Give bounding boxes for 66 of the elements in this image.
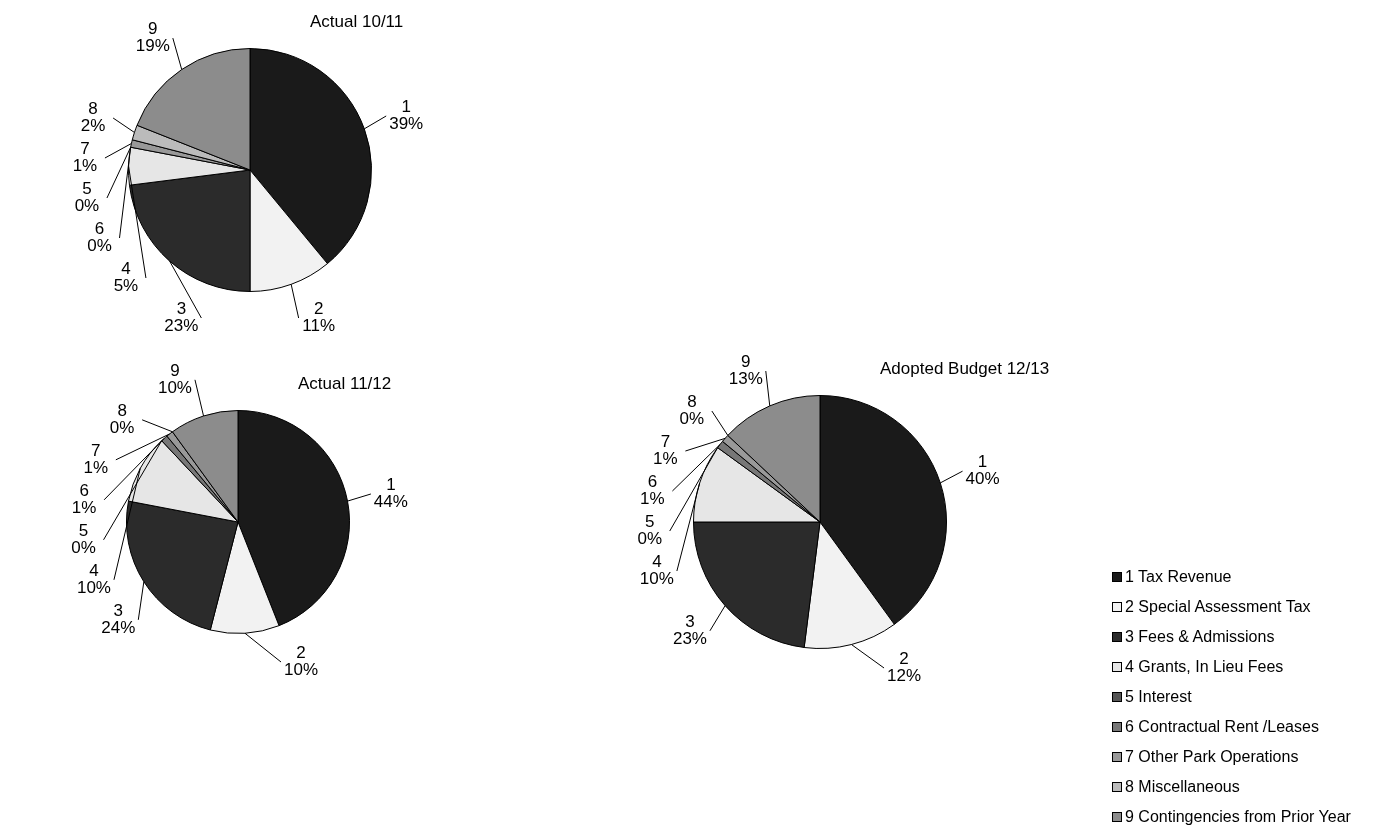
text: 0%: [71, 538, 96, 557]
data-label: 40%: [965, 469, 1000, 489]
slice-label: 1: [977, 452, 988, 472]
slice-label: 6: [79, 481, 89, 500]
text: 1 Tax Revenue: [1125, 568, 1232, 586]
slice-label: 6: [647, 472, 658, 492]
data-label: 1%: [83, 458, 109, 477]
slice-label: 4: [121, 259, 131, 279]
data-label: 1%: [653, 449, 678, 469]
chart-title: Adopted Budget 12/13: [880, 359, 1050, 379]
data-label: 12%: [887, 666, 922, 686]
data-label: 39%: [389, 114, 424, 134]
text: 6 Contractual Rent /Leases: [1125, 718, 1319, 736]
data-label: 10%: [76, 578, 111, 597]
slice-label: 4: [89, 561, 99, 580]
slice-label: 7: [91, 441, 101, 460]
data-label: 13%: [728, 369, 763, 389]
slice-label: 2: [313, 299, 324, 319]
slice-label: 4: [652, 552, 662, 572]
slice-label: 8: [88, 99, 98, 119]
data-label: 5%: [113, 276, 139, 296]
slice-label: 9: [741, 352, 751, 372]
data-label: 1%: [640, 489, 665, 509]
slice-label: 9: [170, 361, 180, 380]
data-label: 44%: [373, 492, 408, 512]
data-label: 10%: [157, 378, 192, 397]
slice-label: 3: [176, 299, 187, 319]
text: 7 Other Park Operations: [1125, 748, 1299, 766]
data-label: 23%: [164, 316, 199, 336]
category-label: 6: [94, 219, 105, 239]
data-label: 24%: [101, 618, 136, 637]
category-label: 5: [78, 521, 89, 540]
slice-label: 7: [660, 432, 671, 452]
text: Actual 11/12: [298, 374, 392, 394]
data-label: 10%: [639, 569, 674, 589]
category-label: 8: [687, 392, 697, 412]
category-label: 5: [645, 512, 655, 532]
text: 0%: [74, 196, 100, 216]
slice-label: 1: [401, 97, 411, 117]
slice-label: 1: [386, 475, 396, 495]
text: 8 Miscellaneous: [1125, 778, 1240, 796]
text: 0%: [637, 529, 663, 549]
text: 2 Special Assessment Tax: [1125, 598, 1311, 616]
text: 0%: [679, 409, 705, 429]
text: 4 Grants, In Lieu Fees: [1125, 658, 1284, 676]
text: 5 Interest: [1125, 688, 1192, 706]
slice-label: 3: [113, 601, 124, 620]
text: 9 Contingencies from Prior Year: [1125, 808, 1351, 825]
data-label: 19%: [135, 36, 170, 56]
slice-label: 7: [80, 139, 90, 159]
slice-label: 2: [296, 643, 306, 663]
text: 3 Fees & Admissions: [1125, 628, 1275, 646]
text: 0%: [109, 418, 135, 437]
category-label: 5: [82, 179, 92, 199]
slice-label: 2: [899, 649, 909, 669]
data-label: 1%: [71, 498, 97, 517]
slice-label: 3: [685, 611, 695, 631]
data-label: 1%: [72, 156, 98, 176]
data-label: 10%: [284, 660, 319, 680]
data-label: 2%: [80, 116, 106, 136]
chart-title: Actual 10/11: [310, 12, 404, 32]
category-label: 8: [117, 401, 127, 420]
text: 0%: [87, 236, 112, 256]
data-label: 23%: [672, 628, 707, 648]
slice-label: 9: [148, 19, 158, 39]
data-label: 11%: [302, 316, 336, 336]
